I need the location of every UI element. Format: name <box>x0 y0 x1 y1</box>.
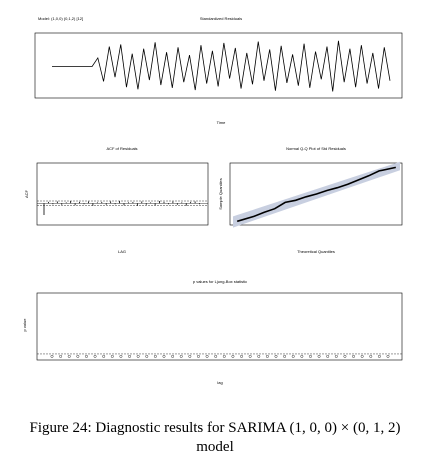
x-label: Time <box>217 120 227 125</box>
p-value-point <box>197 354 200 358</box>
plot-frame <box>36 292 403 361</box>
p-value-point <box>343 354 347 358</box>
p-value-point <box>67 354 71 358</box>
p-value-point <box>257 354 261 358</box>
model-label: Model: (1,0,0) (0,1,2) [12] <box>38 16 83 21</box>
p-value-point <box>76 354 80 358</box>
p-value-point <box>222 354 226 358</box>
p-value-point <box>128 354 131 358</box>
p-value-point <box>369 354 373 358</box>
p-value-point <box>136 354 140 358</box>
p-value-point <box>59 354 63 358</box>
p-value-point <box>248 354 252 358</box>
p-value-point <box>93 354 97 358</box>
p-value-point <box>291 354 295 358</box>
x-label: Theoretical Quantiles <box>297 249 335 254</box>
p-value-point <box>240 354 243 358</box>
p-value-point <box>360 354 364 358</box>
p-value-point <box>162 354 166 358</box>
figure: Model: (1,0,0) (0,1,2) [12] Standardized… <box>22 16 403 385</box>
p-value-point <box>326 354 330 358</box>
p-value-point <box>110 354 114 358</box>
p-value-point <box>85 354 88 358</box>
panel-title: ACF of Residuals <box>106 146 137 151</box>
plot-frame <box>34 32 403 99</box>
p-value-point <box>283 354 287 358</box>
panel-title: Normal Q-Q Plot of Std Residuals <box>286 146 346 151</box>
y-label: p value <box>22 318 27 332</box>
caption: Figure 24: Diagnostic results for SARIMA… <box>29 420 401 436</box>
p-value-point <box>50 354 54 358</box>
p-value-point <box>153 354 157 358</box>
p-value-point <box>205 354 209 358</box>
x-label: lag <box>217 380 222 385</box>
p-value-point <box>300 354 304 358</box>
p-value-point <box>179 354 183 358</box>
panel-title: Standardized Residuals <box>200 16 242 21</box>
p-value-point <box>334 354 338 358</box>
p-value-point <box>309 354 312 358</box>
x-label: LAG <box>118 249 126 254</box>
caption: model <box>196 439 234 455</box>
plot-frame <box>229 162 403 226</box>
p-value-point <box>352 354 355 358</box>
p-value-point <box>102 354 106 358</box>
p-value-point <box>119 354 123 358</box>
residual-line <box>52 40 391 92</box>
y-label: ACF <box>24 189 29 198</box>
y-label: Sample Quantiles <box>218 178 223 210</box>
p-value-point <box>265 354 269 358</box>
p-value-point <box>231 354 235 358</box>
p-value-point <box>145 354 149 358</box>
p-value-point <box>171 354 175 358</box>
p-value-point <box>274 354 278 358</box>
plot-frame <box>36 162 209 226</box>
p-value-point <box>188 354 192 358</box>
panel-title: p values for Ljung-Box statistic <box>193 279 247 284</box>
p-value-point <box>214 354 218 358</box>
p-value-point <box>377 354 381 358</box>
p-value-point <box>386 354 390 358</box>
qq-points <box>236 166 396 223</box>
p-value-point <box>317 354 321 358</box>
